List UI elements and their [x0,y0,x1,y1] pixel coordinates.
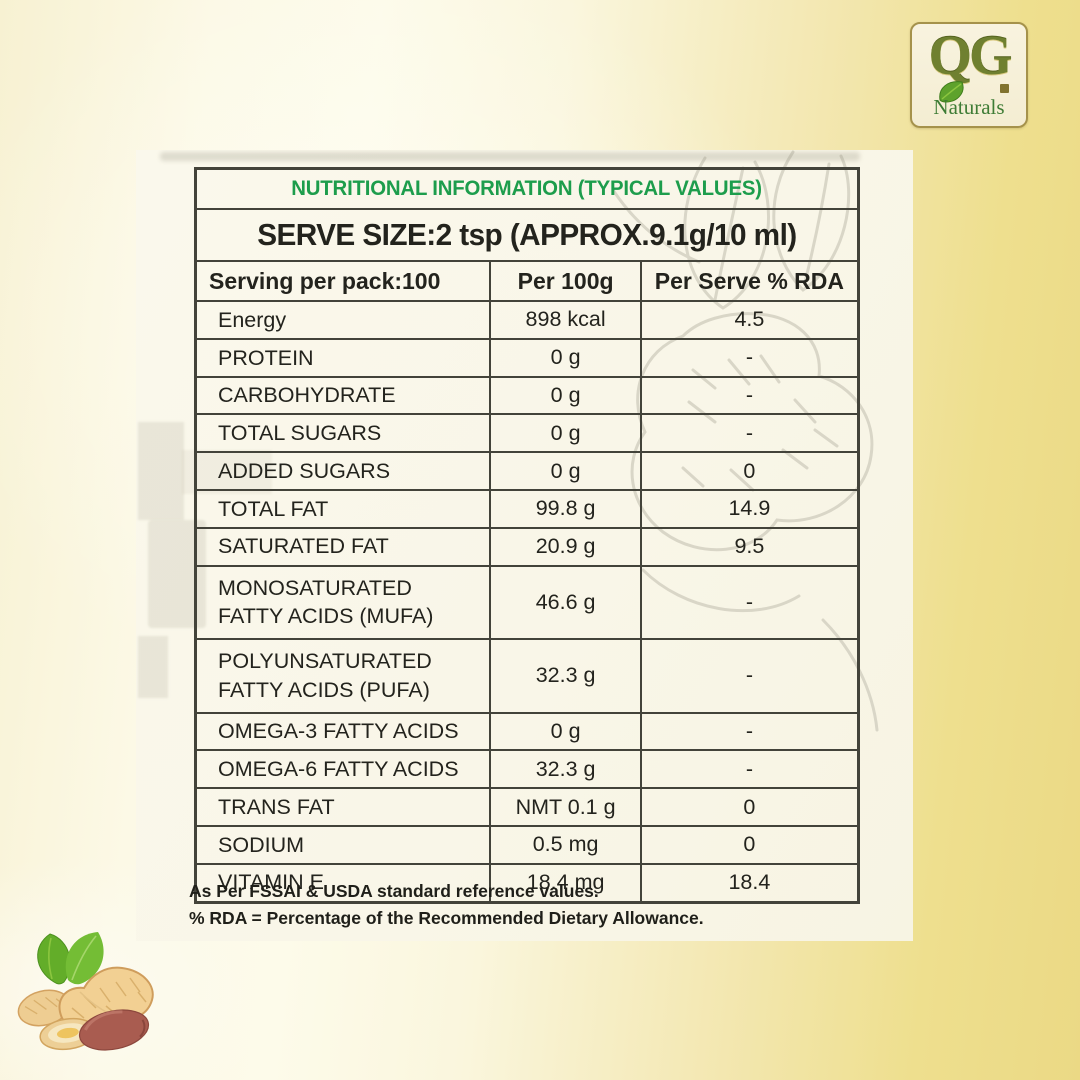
nutrient-label: VITAMIN E [197,864,492,901]
per-100g-value: 0 g [491,453,642,489]
table-row: TOTAL FAT 99.8 g 14.9 [197,490,857,529]
table-row: POLYUNSATURATED FATTY ACIDS (PUFA) 32.3 g… [197,640,857,714]
table-row: TOTAL SUGARS 0 g - [197,415,857,454]
smudge-artifact [138,636,168,698]
nutrient-label: ADDED SUGARS [197,453,492,489]
label-panel: NUTRITIONAL INFORMATION (TYPICAL VALUES)… [136,150,913,941]
nutrient-label: PROTEIN [197,339,492,376]
per-serve-rda-value: 9.5 [734,534,765,559]
nutrient-label: TOTAL FAT [197,490,492,527]
table-row: PROTEIN 0 g - [197,339,857,378]
table-header-row: Serving per pack:100 Per 100g Per Serve … [197,262,857,302]
table-row: TRANS FAT NMT 0.1 g 0 [197,789,857,827]
brand-monogram: QG [928,25,1012,87]
table-row: ADDED SUGARS 0 g 0 [197,453,857,491]
nutrient-label: CARBOHYDRATE [197,377,492,414]
table-row: CARBOHYDRATE 0 g - [197,377,857,416]
per-serve-rda-value: - [745,589,753,614]
per-serve-rda-value: 18.4 [728,870,771,895]
per-100g-value: 0 g [491,377,642,414]
per-100g-value: 898 kcal [491,302,642,338]
nutrient-label: SODIUM [197,826,492,863]
per-100g-value: 0.5 mg [491,826,642,863]
per-100g-value: 0 g [491,713,642,750]
nutrient-label: Energy [197,302,492,338]
nutrition-table: NUTRITIONAL INFORMATION (TYPICAL VALUES)… [194,167,860,904]
per-serve-rda-value: - [745,718,753,743]
table-row: SATURATED FAT 20.9 g 9.5 [197,528,857,567]
footnote-line: As Per FSSAI & USDA standard reference v… [189,881,599,901]
per-100g-value: 18.4 mg [491,864,642,901]
brand-name: Naturals [933,95,1005,119]
per-serve-rda-value: 0 [743,832,756,857]
nutrient-label: TOTAL SUGARS [197,415,492,452]
brand-logo: QG Naturals [910,22,1028,128]
table-row: SODIUM 0.5 mg 0 [197,826,857,865]
per-serve-rda-value: - [745,420,753,445]
column-header-per100g: Per 100g [491,262,642,300]
nutrient-label: SATURATED FAT [197,528,492,565]
ghost-artifact [160,152,860,161]
per-serve-rda-value: 0 [743,794,756,819]
smudge-artifact [182,450,272,494]
table-row: Energy 898 kcal 4.5 [197,302,857,340]
nutrient-label: POLYUNSATURATED FATTY ACIDS (PUFA) [197,640,492,712]
per-serve-rda-value: 14.9 [728,496,771,521]
footnotes: As Per FSSAI & USDA standard reference v… [189,878,704,932]
table-row: VITAMIN E 18.4 mg 18.4 [197,864,857,901]
nutrient-label: OMEGA-3 FATTY ACIDS [197,713,492,750]
peanut-illustration [17,932,154,1051]
nutrient-label: OMEGA-6 FATTY ACIDS [197,751,492,788]
per-serve-rda-value: - [745,382,753,407]
per-serve-rda-value: - [745,756,753,781]
smudge-artifact [138,422,184,520]
column-header-serving: Serving per pack:100 [197,262,492,300]
per-100g-value: NMT 0.1 g [491,789,642,825]
footnote-line: % RDA = Percentage of the Recommended Di… [189,908,704,928]
table-row: MONOSATURATED FATTY ACIDS (MUFA) 46.6 g - [197,566,857,641]
column-header-rda: Per Serve % RDA [654,267,844,294]
per-100g-value: 32.3 g [491,640,642,712]
per-serve-rda-value: 0 [743,458,756,483]
table-title: NUTRITIONAL INFORMATION (TYPICAL VALUES) [197,170,857,210]
per-100g-value: 99.8 g [491,490,642,527]
table-row: OMEGA-3 FATTY ACIDS 0 g - [197,713,857,752]
per-100g-value: 20.9 g [491,528,642,565]
per-serve-rda-value: - [745,345,753,370]
nutrient-label: MONOSATURATED FATTY ACIDS (MUFA) [197,566,492,639]
per-100g-value: 0 g [491,415,642,452]
per-100g-value: 32.3 g [491,751,642,788]
per-100g-value: 0 g [491,339,642,376]
table-row: OMEGA-6 FATTY ACIDS 32.3 g - [197,751,857,790]
logo-accent-square [1000,84,1009,93]
per-serve-rda-value: - [745,663,753,688]
serve-size-text: SERVE SIZE:2 tsp (APPROX.9.1g/10 ml) [257,217,797,252]
nutrient-label: TRANS FAT [197,789,492,825]
table-title-text: NUTRITIONAL INFORMATION (TYPICAL VALUES) [291,177,763,200]
per-serve-rda-value: 4.5 [734,307,765,332]
nutrition-table-body: Energy 898 kcal 4.5 PROTEIN 0 g - CARBOHYDRATE… [197,302,857,901]
per-100g-value: 46.6 g [491,566,642,639]
serve-size-row: SERVE SIZE:2 tsp (APPROX.9.1g/10 ml) [197,210,857,262]
leaf-icon [939,81,964,103]
